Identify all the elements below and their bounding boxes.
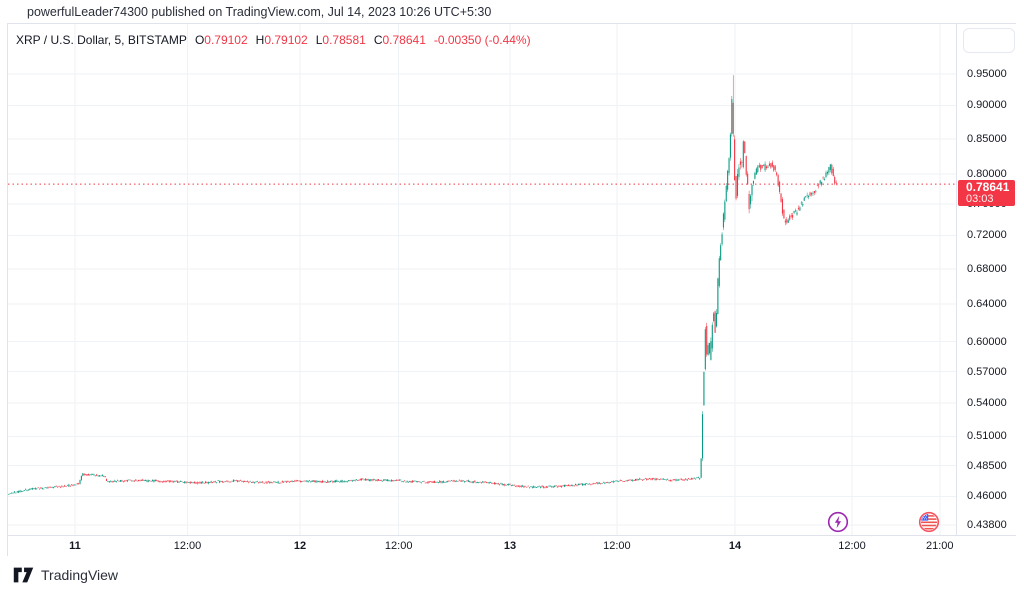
- price-tick-label: 0.90000: [967, 99, 1007, 112]
- price-axis[interactable]: 0.950000.900000.850000.800000.760000.720…: [956, 24, 1018, 535]
- price-tick-label: 0.54000: [967, 397, 1007, 410]
- ohlc-item: C0.78641: [373, 33, 426, 47]
- ohlc-item: H0.79102: [255, 33, 308, 47]
- price-tick-label: 0.60000: [967, 335, 1007, 348]
- price-tick-label: 0.85000: [967, 132, 1007, 145]
- lightning-event-icon[interactable]: [827, 511, 849, 533]
- time-tick-label: 11: [69, 540, 81, 552]
- symbol-title: XRP / U.S. Dollar, 5, BITSTAMP: [16, 33, 187, 47]
- footer: TradingView: [13, 564, 118, 586]
- chart-frame: [7, 23, 1016, 556]
- time-tick-label: 12:00: [838, 540, 866, 552]
- us-flag-event-icon[interactable]: [918, 511, 940, 533]
- publish-header: powerfulLeader74300 published on Trading…: [27, 5, 492, 19]
- symbol-logo-placeholder: [963, 28, 1015, 53]
- price-tick-label: 0.46000: [967, 490, 1007, 503]
- ohlc-item: O0.79102: [194, 33, 248, 47]
- price-tick-label: 0.51000: [967, 430, 1007, 443]
- time-tick-label: 14: [728, 540, 742, 552]
- price-tick-label: 0.64000: [967, 298, 1007, 311]
- bar-countdown-timer: 03:03: [966, 193, 994, 206]
- price-tick-label: 0.68000: [967, 262, 1007, 275]
- tradingview-brand[interactable]: TradingView: [41, 567, 119, 583]
- tradingview-logo-icon[interactable]: [13, 567, 34, 583]
- symbol-legend: XRP / U.S. Dollar, 5, BITSTAMP O0.79102 H0…: [16, 33, 531, 47]
- candlestick-plot[interactable]: [8, 24, 956, 535]
- time-tick-label: 12:00: [603, 540, 631, 552]
- time-axis[interactable]: 11 12:00 12 12:00 13 12:00 14 12:00 21:00: [8, 535, 1016, 557]
- last-price-label: 0.78641 03:03: [958, 180, 1015, 207]
- time-tick-label: 12: [293, 540, 307, 552]
- last-price-value: 0.78641: [966, 180, 1010, 195]
- price-tick-label: 0.72000: [967, 229, 1007, 242]
- price-tick-label: 0.80000: [967, 168, 1007, 181]
- ohlc-item: L0.78581: [315, 33, 366, 47]
- time-tick-label: 13: [503, 540, 517, 552]
- time-tick-label: 12:00: [173, 540, 202, 552]
- change-value: -0.00350 (-0.44%): [433, 33, 531, 47]
- price-tick-label: 0.57000: [967, 365, 1007, 378]
- time-tick-label: 12:00: [384, 540, 413, 552]
- time-tick-label: 21:00: [925, 540, 954, 552]
- price-tick-label: 0.48500: [967, 459, 1007, 472]
- ohlc-values: O0.79102 H0.79102 L0.78581 C0.78641: [187, 33, 426, 47]
- price-tick-label: 0.95000: [967, 68, 1007, 80]
- price-tick-label: 0.43800: [967, 519, 1007, 531]
